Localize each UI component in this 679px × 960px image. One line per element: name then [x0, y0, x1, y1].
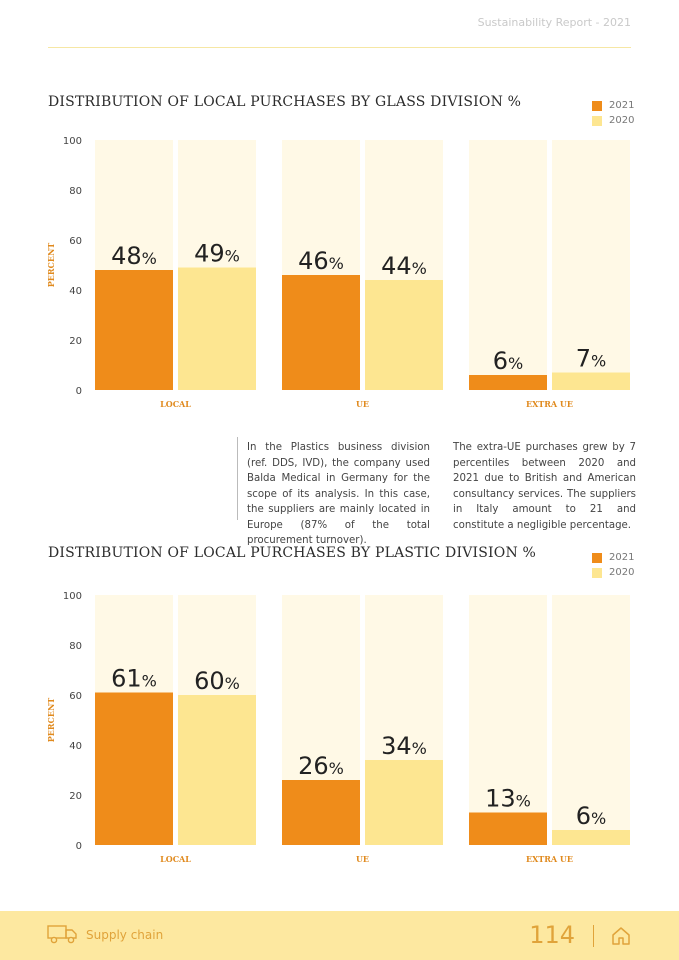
- y-tick-label: 60: [69, 691, 82, 702]
- footer-separator: [593, 925, 594, 947]
- legend-label-2021: 2021: [609, 100, 635, 111]
- bar-track: [469, 595, 547, 845]
- plastic-chart: 0 20 40 60 80 100 PERCENT 61% 60% LOCAL 26% 34% UE 13…: [46, 591, 630, 864]
- data-label: 26%: [298, 752, 344, 780]
- category-label: LOCAL: [160, 399, 191, 409]
- y-axis-title: PERCENT: [46, 698, 56, 743]
- y-tick-label: 0: [76, 841, 82, 852]
- y-axis-title: PERCENT: [46, 243, 56, 288]
- footer: Supply chain 114: [0, 911, 679, 960]
- y-tick-label: 80: [69, 186, 82, 197]
- bar-2021-ue: [282, 275, 360, 390]
- y-tick-label: 20: [69, 336, 82, 347]
- data-label: 6%: [576, 802, 606, 830]
- glass-chart: 0 20 40 60 80 100 PERCENT 48% 49% LOCAL 46% 44% UE 6%…: [46, 136, 630, 409]
- legend-swatch-2021: [592, 100, 602, 111]
- legend-item-2021: 2021: [592, 98, 634, 113]
- home-icon[interactable]: [610, 925, 632, 951]
- legend-swatch-2020: [592, 115, 602, 126]
- data-label: 34%: [381, 732, 427, 760]
- data-label: 46%: [298, 247, 344, 275]
- bar-track: [552, 140, 630, 390]
- bar-2020-extra-ue: [552, 372, 630, 390]
- legend-swatch-2020: [592, 567, 602, 578]
- y-tick-label: 80: [69, 641, 82, 652]
- glass-chart-legend: 2021 2020: [592, 98, 634, 128]
- bar-2021-extra-ue: [469, 375, 547, 390]
- data-label: 7%: [576, 345, 606, 373]
- y-tick-label: 100: [63, 591, 82, 602]
- category-label: EXTRA UE: [526, 399, 573, 409]
- data-label: 60%: [194, 667, 240, 695]
- extra-ue-paragraph: The extra-UE purchases grew by 7 percent…: [453, 442, 636, 531]
- legend-label-2021: 2021: [609, 552, 635, 563]
- data-label: 6%: [493, 347, 523, 375]
- bar-2020-ue: [365, 760, 443, 845]
- y-tick-label: 60: [69, 236, 82, 247]
- category-label: EXTRA UE: [526, 854, 573, 864]
- y-tick-label: 20: [69, 791, 82, 802]
- plastic-chart-legend: 2021 2020: [592, 550, 634, 580]
- top-rule: [48, 47, 631, 48]
- y-tick-label: 100: [63, 136, 82, 147]
- legend-swatch-2021: [592, 552, 602, 563]
- legend-label-2020: 2020: [609, 115, 635, 126]
- legend-label-2020: 2020: [609, 567, 635, 578]
- bar-2021-extra-ue: [469, 812, 547, 845]
- category-label: UE: [356, 399, 369, 409]
- data-label: 61%: [111, 665, 157, 693]
- bar-track: [469, 140, 547, 390]
- report-title: Sustainability Report - 2021: [477, 16, 631, 29]
- bar-2021-local: [95, 270, 173, 390]
- data-label: 13%: [485, 785, 531, 813]
- legend-item-2020: 2020: [592, 565, 634, 580]
- data-label: 44%: [381, 252, 427, 280]
- bar-2020-extra-ue: [552, 830, 630, 845]
- data-label: 48%: [111, 242, 157, 270]
- y-tick-label: 40: [69, 741, 82, 752]
- bar-2020-local: [178, 695, 256, 845]
- data-label: 49%: [194, 240, 240, 268]
- y-tick-label: 0: [76, 386, 82, 397]
- legend-item-2020: 2020: [592, 113, 634, 128]
- glass-chart-title: DISTRIBUTION OF LOCAL PURCHASES BY GLASS…: [48, 94, 522, 110]
- text-divider: [237, 437, 238, 520]
- bar-2020-ue: [365, 280, 443, 390]
- bar-2021-local: [95, 692, 173, 845]
- bar-2021-ue: [282, 780, 360, 845]
- category-label: LOCAL: [160, 854, 191, 864]
- truck-icon: [47, 923, 79, 949]
- footer-section-label[interactable]: Supply chain: [86, 928, 164, 942]
- plastics-paragraph: In the Plastics business division (ref. …: [247, 442, 430, 546]
- y-tick-label: 40: [69, 286, 82, 297]
- category-label: UE: [356, 854, 369, 864]
- plastic-chart-title: DISTRIBUTION OF LOCAL PURCHASES BY PLAST…: [48, 545, 537, 561]
- bar-2020-local: [178, 267, 256, 390]
- legend-item-2021: 2021: [592, 550, 634, 565]
- bar-track: [552, 595, 630, 845]
- page-number: 114: [529, 921, 575, 949]
